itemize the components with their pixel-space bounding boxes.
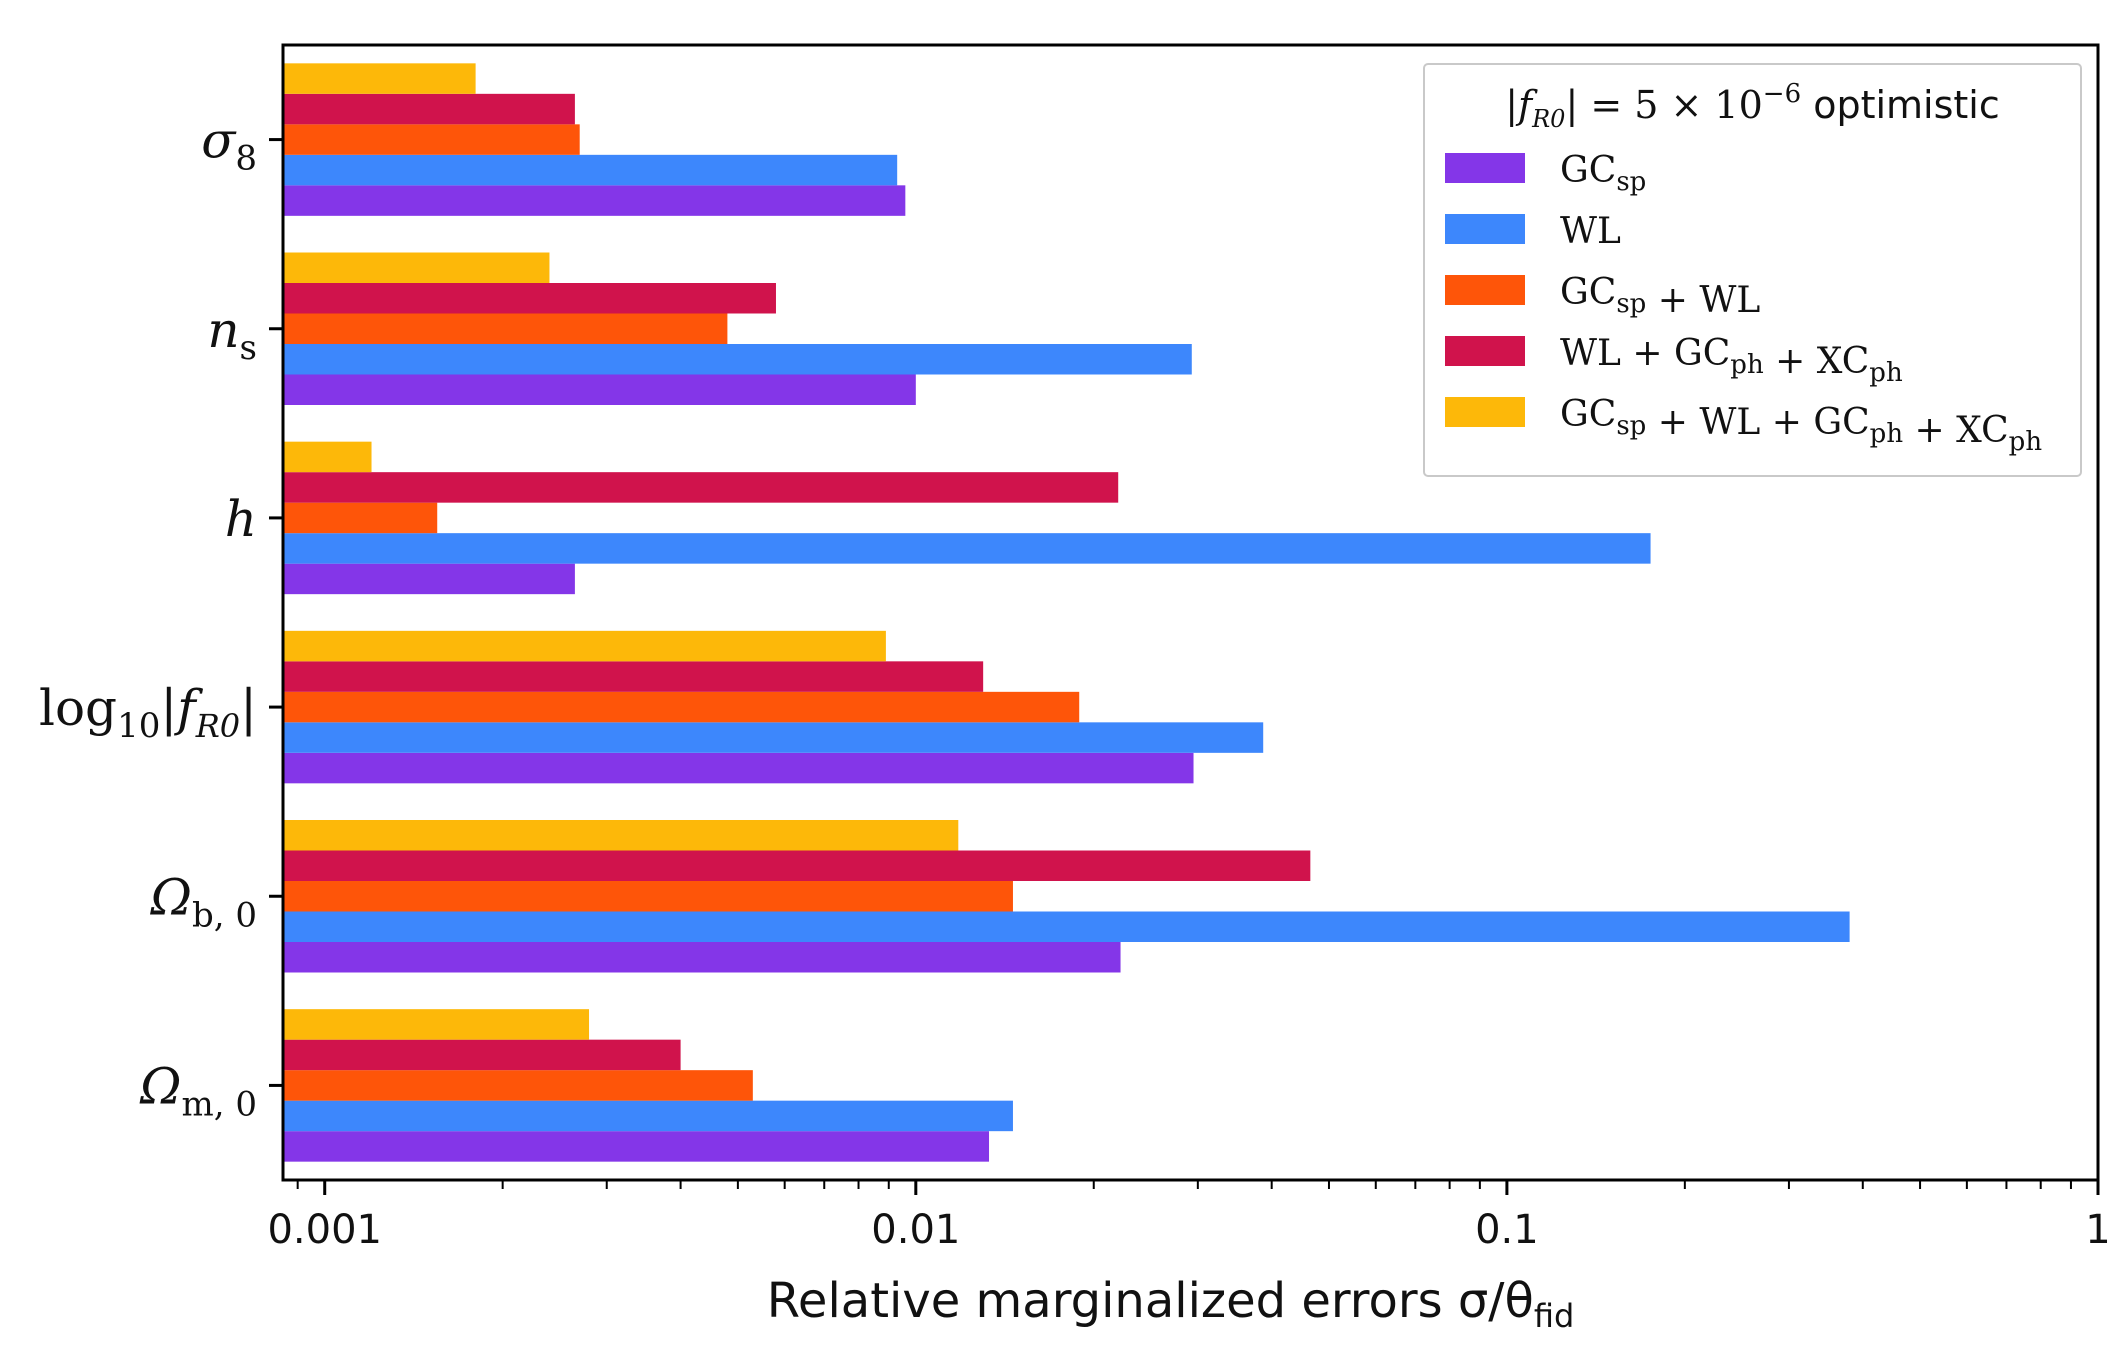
bar-gc-sp-wl-3 — [283, 502, 438, 534]
bar-gc-sp-wl-gc-ph-xc-ph-3 — [283, 441, 372, 473]
bar-gc-sp-1 — [283, 942, 1121, 973]
bar-wl-5 — [283, 154, 898, 186]
x-tick-label: 0.1 — [1475, 1207, 1539, 1253]
y-tick-label: Ωm, 0 — [139, 1057, 257, 1124]
legend-swatch — [1445, 153, 1525, 183]
legend: |fR0| = 5 × 10−6 optimistic GCsp WL GCsp + … — [1423, 63, 2082, 477]
x-axis-label: Relative marginalized errors σ/θfid — [767, 1273, 1575, 1335]
bar-wl-gc-ph-xc-ph-0 — [283, 1039, 681, 1071]
bar-gc-sp-wl-gc-ph-xc-ph-4 — [283, 252, 550, 283]
bar-gc-sp-wl-1 — [283, 881, 1013, 912]
bar-gc-sp-wl-gc-ph-xc-ph-5 — [283, 63, 476, 94]
bar-gc-sp-wl-0 — [283, 1070, 753, 1101]
x-tick-label: 0.001 — [267, 1207, 382, 1253]
legend-box — [1423, 63, 2082, 477]
legend-label: GCsp + WL + GCph + XCph — [1560, 394, 2042, 457]
y-tick-label: σ8 — [201, 112, 257, 179]
y-tick-label: log10|fR0| — [39, 679, 257, 746]
x-tick-label: 0.01 — [871, 1207, 960, 1253]
bar-wl-0 — [283, 1100, 1013, 1132]
x-tick-label: 1 — [2085, 1207, 2110, 1253]
plot-frame — [281, 43, 2100, 1182]
bar-wl-gc-ph-xc-ph-4 — [283, 283, 776, 314]
bar-wl-gc-ph-xc-ph-5 — [283, 93, 575, 125]
bar-wl-4 — [283, 344, 1192, 375]
bar-wl-gc-ph-xc-ph-2 — [283, 661, 984, 692]
legend-swatch — [1445, 275, 1525, 305]
legend-swatch — [1445, 214, 1525, 244]
bar-gc-sp-wl-4 — [283, 313, 728, 344]
bar-wl-2 — [283, 722, 1264, 753]
y-axis: Ωm, 0 Ωb, 0 log10|fR0| h ns σ8 — [39, 112, 283, 1124]
y-tick-label: h — [225, 490, 257, 548]
legend-label: WL — [1560, 211, 1621, 252]
legend-title: |fR0| = 5 × 10−6 optimistic — [1505, 79, 2000, 133]
legend-swatch — [1445, 397, 1525, 427]
bar-gc-sp-3 — [283, 563, 575, 595]
bar-gc-sp-0 — [283, 1131, 990, 1162]
bars-group — [283, 63, 1850, 1162]
bar-wl-gc-ph-xc-ph-3 — [283, 472, 1119, 503]
bar-gc-sp-wl-gc-ph-xc-ph-0 — [283, 1009, 590, 1040]
bar-gc-sp-4 — [283, 374, 916, 405]
bar-wl-3 — [283, 533, 1651, 564]
bar-wl-1 — [283, 911, 1850, 942]
bar-gc-sp-wl-5 — [283, 124, 580, 155]
y-tick-label: ns — [207, 301, 257, 368]
bar-gc-sp-wl-2 — [283, 691, 1080, 723]
y-tick-label: Ωb, 0 — [150, 868, 257, 935]
bar-gc-sp-wl-gc-ph-xc-ph-2 — [283, 630, 886, 662]
bar-gc-sp-5 — [283, 185, 906, 216]
legend-label: GCsp + WL — [1560, 272, 1760, 321]
bar-wl-gc-ph-xc-ph-1 — [283, 850, 1311, 881]
bar-gc-sp-2 — [283, 752, 1194, 784]
legend-swatch — [1445, 336, 1525, 366]
legend-label: GCsp — [1560, 150, 1646, 197]
bar-gc-sp-wl-gc-ph-xc-ph-1 — [283, 820, 959, 851]
x-axis: 0.001 0.01 0.1 1 — [267, 1180, 2111, 1253]
legend-label: WL + GCph + XCph — [1560, 333, 1903, 388]
